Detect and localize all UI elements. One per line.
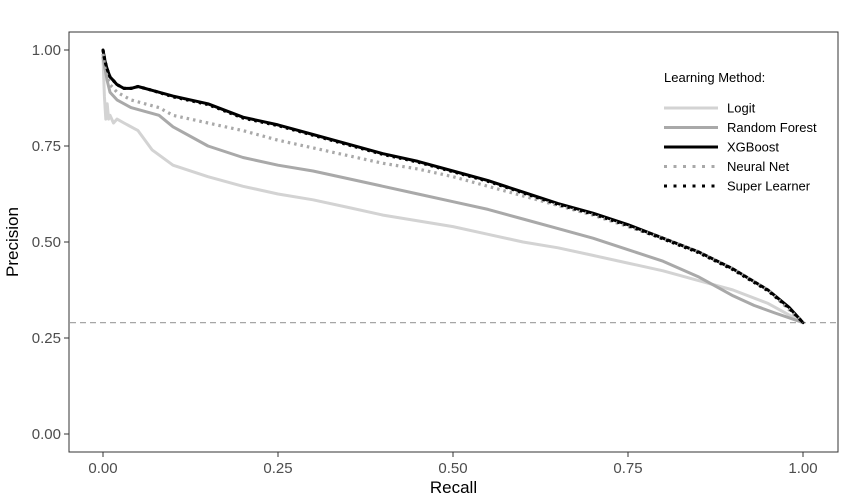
legend-label: Random Forest	[727, 120, 817, 135]
series-line-super-learner	[101, 49, 805, 324]
series-line-random-forest	[101, 56, 805, 325]
legend-title: Learning Method:	[664, 70, 765, 85]
y-tick-label: 0.50	[32, 234, 61, 251]
x-tick-label: 0.00	[88, 460, 117, 477]
x-tick-label: 1.00	[788, 460, 817, 477]
y-axis-title: Precision	[3, 207, 22, 277]
legend-items: Logit Random Forest XGBoost Neural Net Super…	[664, 101, 817, 194]
plot-panel	[68, 31, 839, 453]
legend: Learning Method: Logit Random Forest XGBoo…	[664, 70, 817, 194]
y-tick-label: 0.75	[32, 138, 61, 155]
x-tick-label: 0.25	[263, 460, 292, 477]
y-axis: 0.00 0.25 0.50 0.75 1.00	[32, 42, 69, 443]
legend-label: Logit	[727, 101, 756, 116]
series-layer	[101, 48, 805, 325]
x-axis: 0.00 0.25 0.50 0.75 1.00	[88, 452, 818, 477]
y-tick-label: 0.25	[32, 330, 61, 347]
series-line-neural-net	[101, 53, 805, 324]
legend-label: Super Learner	[727, 179, 811, 194]
x-tick-label: 0.75	[613, 460, 642, 477]
series-line-logit	[101, 56, 805, 325]
x-tick-label: 0.50	[438, 460, 467, 477]
legend-label: XGBoost	[727, 140, 779, 155]
y-tick-label: 0.00	[32, 426, 61, 443]
x-axis-title: Recall	[430, 478, 477, 496]
legend-label: Neural Net	[727, 159, 790, 174]
y-tick-label: 1.00	[32, 42, 61, 59]
